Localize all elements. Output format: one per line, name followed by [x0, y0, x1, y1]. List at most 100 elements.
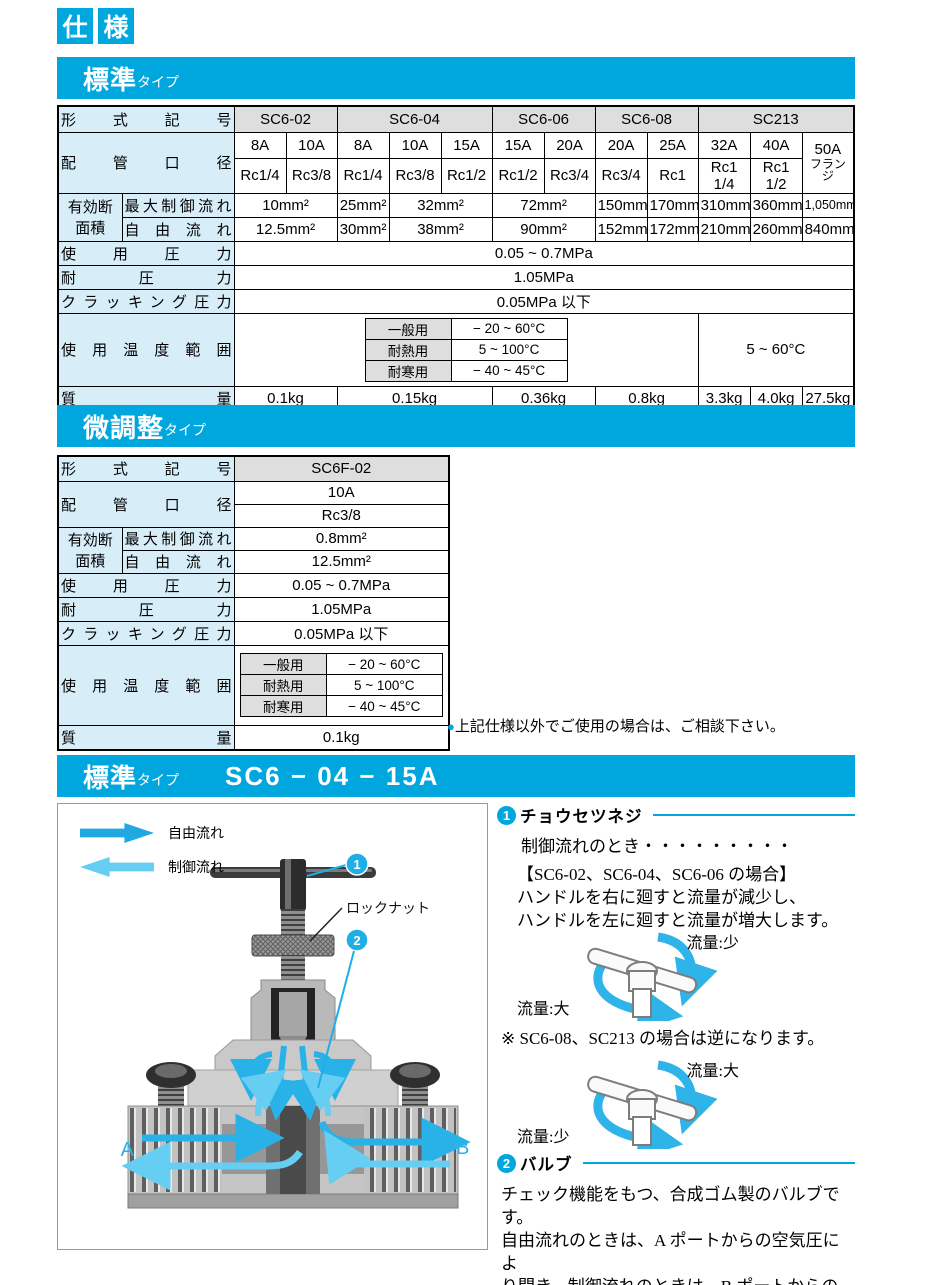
banner-standard-model: 標準 タイプ SC6 − 04 − 15A [57, 755, 855, 797]
thread-cell: Rc3/4 [594, 157, 648, 194]
model-header: SC6-04 [336, 105, 493, 133]
callout-2-number: 2 [353, 933, 360, 948]
row-label-max-flow: 最大制御流れ [121, 526, 235, 551]
left-arrow-icon [80, 857, 154, 877]
row-label-cracking: クラッキング圧力 [57, 288, 235, 314]
thread-cell: Rc3/8 [388, 157, 442, 194]
thread-cell: Rc1 1/4 [697, 157, 751, 194]
thread-cell: Rc3/8 [233, 503, 450, 528]
thread-cell: Rc3/8 [285, 157, 338, 194]
row-label-model: 形式記号 [57, 105, 235, 133]
flow-cell: 170mm² [646, 192, 699, 218]
fine-spec-table: 形式記号 SC6F-02 配管口径 10A Rc3/8 有効断面積 最大制御流れ 0.8… [57, 455, 450, 751]
temp-value: 5 ~ 100°C [450, 338, 568, 361]
thread-cell: Rc1/4 [233, 157, 287, 194]
legend-free-flow: 自由流れ [80, 822, 224, 844]
thread-cell: Rc1/2 [491, 157, 545, 194]
flow-cell: 12.5mm² [233, 216, 338, 242]
size-50a: 50A [814, 140, 842, 158]
table-row: Rc1/4 Rc3/8 Rc1/4 Rc3/8 Rc1/2 Rc1/2 Rc3/… [58, 157, 854, 194]
section-adjust-label: チョウセツネジ [520, 808, 643, 826]
row-label-temp: 使用温度範囲 [57, 644, 235, 726]
thread-cell: Rc1 [646, 157, 699, 194]
temp-range-cell: 一般用 − 20 ~ 60°C 耐熱用 5 ~ 100°C 耐寒用 − 40 ~ 45… [233, 312, 699, 387]
flow-cell: 38mm² [388, 216, 493, 242]
row-label-max-flow: 最大制御流れ [121, 192, 235, 218]
temp-value: − 20 ~ 60°C [325, 653, 443, 675]
legend-control-flow: 制御流れ [80, 856, 224, 878]
banner-title: 微調整 [83, 412, 165, 443]
flow-cell: 90mm² [491, 216, 596, 242]
instructions-column: 1 チョウセツネジ 制御流れのとき・・・・・・・・・ 【SC6-02、SC6-0… [497, 803, 855, 1285]
flow-cell: 30mm² [336, 216, 390, 242]
port-b-label: B [456, 1137, 469, 1159]
flow-label-top: 流量:大 [686, 1063, 739, 1080]
page-title: 仕 様 [57, 8, 134, 44]
bullet-icon: ● [447, 719, 455, 734]
valve-cutaway-image: 1 ロックナット 2 A B [121, 852, 471, 1209]
banner-title: 標準 [83, 762, 138, 793]
size-cell: 32A [697, 131, 751, 159]
flow-legend: 自由流れ 制御流れ [80, 822, 224, 890]
fine-table-area: 形式記号 SC6F-02 配管口径 10A Rc3/8 有効断面積 最大制御流れ 0.8… [57, 455, 855, 751]
model-header: SC213 [697, 105, 855, 133]
temp-type: 耐熱用 [364, 338, 452, 361]
page-title-char: 仕 [57, 8, 93, 44]
locknut-label: ロックナット [346, 900, 430, 916]
flow-label-top: 流量:少 [686, 935, 739, 952]
proof-cell: 1.05MPa [233, 264, 855, 290]
valve-line: り開き、制御流れのときは、B ポートからの空 [501, 1275, 855, 1285]
row-label-pipe: 配管口径 [57, 480, 235, 528]
size-cell: 25A [646, 131, 699, 159]
cracking-cell: 0.05MPa 以下 [233, 288, 855, 314]
temp-type: 耐寒用 [364, 359, 452, 382]
temp-value: − 20 ~ 60°C [450, 317, 568, 340]
temp-type: 耐熱用 [239, 674, 327, 696]
flow-label-bottom: 流量:大 [517, 1001, 570, 1018]
flow-cell: 840mm² [801, 216, 855, 242]
valve-paragraph: チェック機能をもつ、合成ゴム製のバルブです。 自由流れのときは、A ポートからの… [497, 1183, 855, 1285]
banner-standard-type: 標準 タイプ [57, 57, 855, 99]
number-2-icon: 2 [497, 1153, 516, 1173]
handle-rotation-diagram-2: 流量:大 流量:少 [517, 1057, 767, 1149]
flow-cell: 12.5mm² [233, 549, 450, 574]
size-cell: 20A [543, 131, 596, 159]
table-row: 使用圧力 0.05 ~ 0.7MPa [57, 240, 855, 266]
row-label-pressure: 使用圧力 [57, 572, 235, 598]
model-header: SC6F-02 [233, 455, 450, 482]
model-header: SC6-06 [491, 105, 596, 133]
row-label-cracking: クラッキング圧力 [57, 620, 235, 646]
row-label-area: 有効断面積 [57, 526, 123, 574]
consult-note-text: 上記仕様以外でご使用の場合は、ご相談下さい。 [454, 719, 785, 735]
flow-cell: 0.8mm² [233, 526, 450, 551]
consult-note: ●上記仕様以外でご使用の場合は、ご相談下さい。 [447, 715, 785, 736]
banner-title: 標準 [83, 64, 138, 95]
valve-line: 自由流れのときは、A ポートからの空気圧によ [501, 1231, 840, 1273]
row-label-pressure: 使用圧力 [57, 240, 235, 266]
section-adjust-title: 1 チョウセツネジ [497, 803, 855, 827]
flow-cell: 260mm² [749, 216, 803, 242]
row-label-free-flow: 自由流れ [121, 549, 235, 574]
flow-cell: 72mm² [491, 192, 596, 218]
size-cell: 10A [285, 131, 338, 159]
thread-cell: Rc3/4 [543, 157, 596, 194]
temp-value: 5 ~ 100°C [325, 674, 443, 696]
callout-1-number: 1 [353, 857, 360, 872]
adjust-line1: 制御流れのとき・・・・・・・・・ [521, 837, 793, 856]
title-rule [652, 814, 855, 816]
legend-free-label: 自由流れ [168, 825, 224, 841]
banner-fine-type: 微調整 タイプ [57, 405, 855, 447]
section-valve-title: 2 バルブ [497, 1151, 855, 1175]
callout-2-icon [345, 928, 369, 952]
temp-value: − 40 ~ 45°C [450, 359, 568, 382]
size-cell: 40A [749, 131, 803, 159]
table-row: 耐圧力 1.05MPa [57, 264, 855, 290]
row-label-temp: 使用温度範囲 [57, 312, 235, 387]
table-row: 形式記号 SC6-02 SC6-04 SC6-06 SC6-08 SC213 [57, 105, 855, 133]
construction-section: 1 ロックナット 2 A B 自由流れ 制御流れ [57, 803, 855, 1285]
temp-value: − 40 ~ 45°C [325, 695, 443, 717]
adjust-line2: 【SC6-02、SC6-04、SC6-06 の場合】 [517, 865, 797, 884]
row-label-proof: 耐圧力 [57, 264, 235, 290]
standard-spec-table: 形式記号 SC6-02 SC6-04 SC6-06 SC6-08 SC213 配… [57, 105, 856, 413]
mass-cell: 0.1kg [233, 724, 450, 751]
